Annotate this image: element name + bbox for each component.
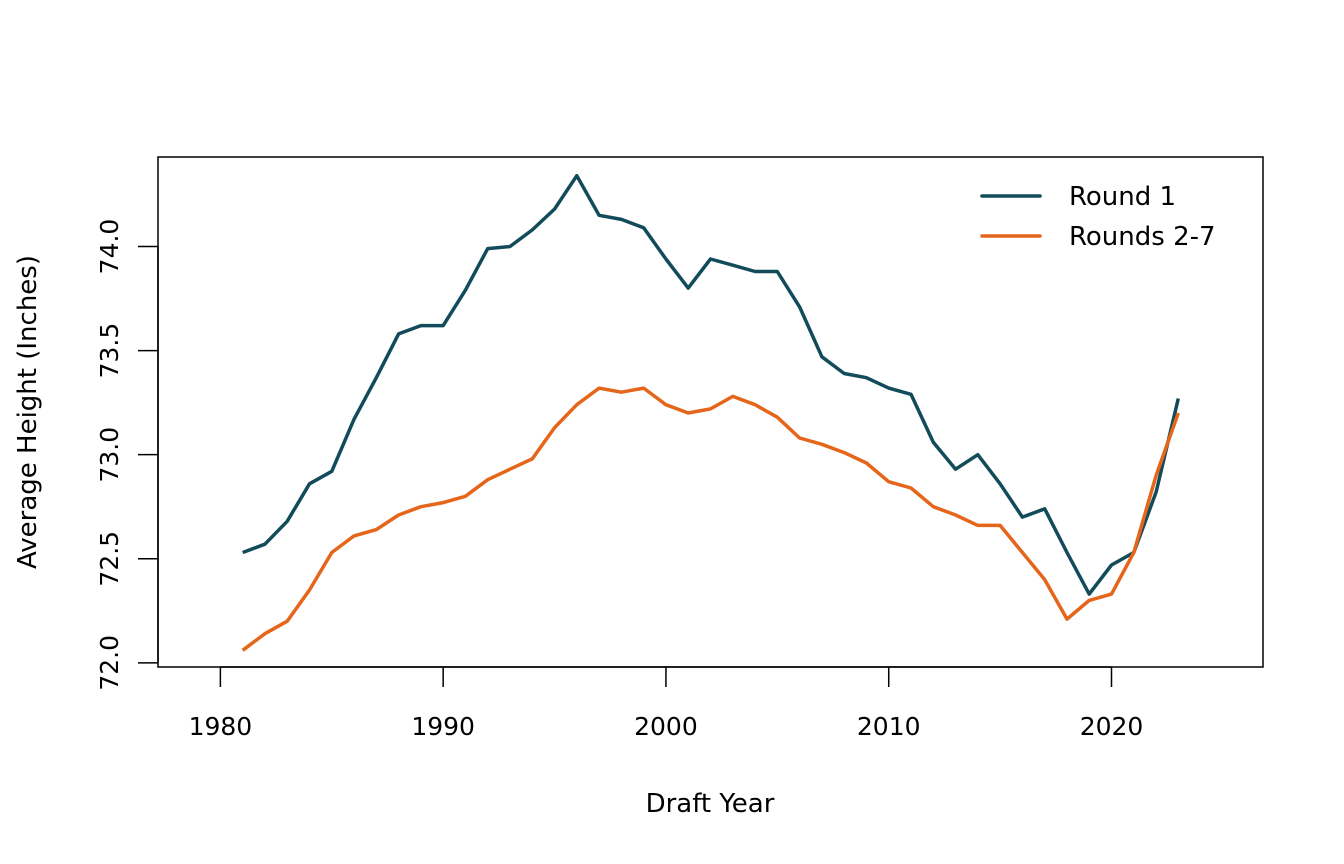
series-line-2 <box>241 386 1180 652</box>
y-axis-title: Average Height (Inches) <box>13 255 43 569</box>
x-tick-label: 1980 <box>189 712 253 741</box>
legend-label: Rounds 2-7 <box>1069 222 1216 252</box>
legend: Round 1 Rounds 2-7 <box>980 182 1216 252</box>
series-layer <box>241 173 1181 652</box>
x-tick-label: 1990 <box>411 712 475 741</box>
y-tick-label: 74.0 <box>95 219 124 275</box>
x-axis: 1980 1990 2000 2010 2020 <box>189 666 1144 741</box>
x-tick-label: 2020 <box>1080 712 1144 741</box>
y-tick-label: 72.5 <box>95 531 124 587</box>
y-axis: 72.0 72.5 73.0 73.5 74.0 <box>95 219 159 691</box>
x-tick-label: 2000 <box>634 712 698 741</box>
x-tick-label: 2010 <box>857 712 921 741</box>
y-tick-label: 73.0 <box>95 427 124 483</box>
x-axis-title: Draft Year <box>646 789 775 819</box>
y-tick-label: 72.0 <box>95 635 124 691</box>
y-tick-label: 73.5 <box>95 323 124 379</box>
legend-label: Round 1 <box>1069 182 1176 212</box>
series-line-1 <box>242 173 1181 596</box>
